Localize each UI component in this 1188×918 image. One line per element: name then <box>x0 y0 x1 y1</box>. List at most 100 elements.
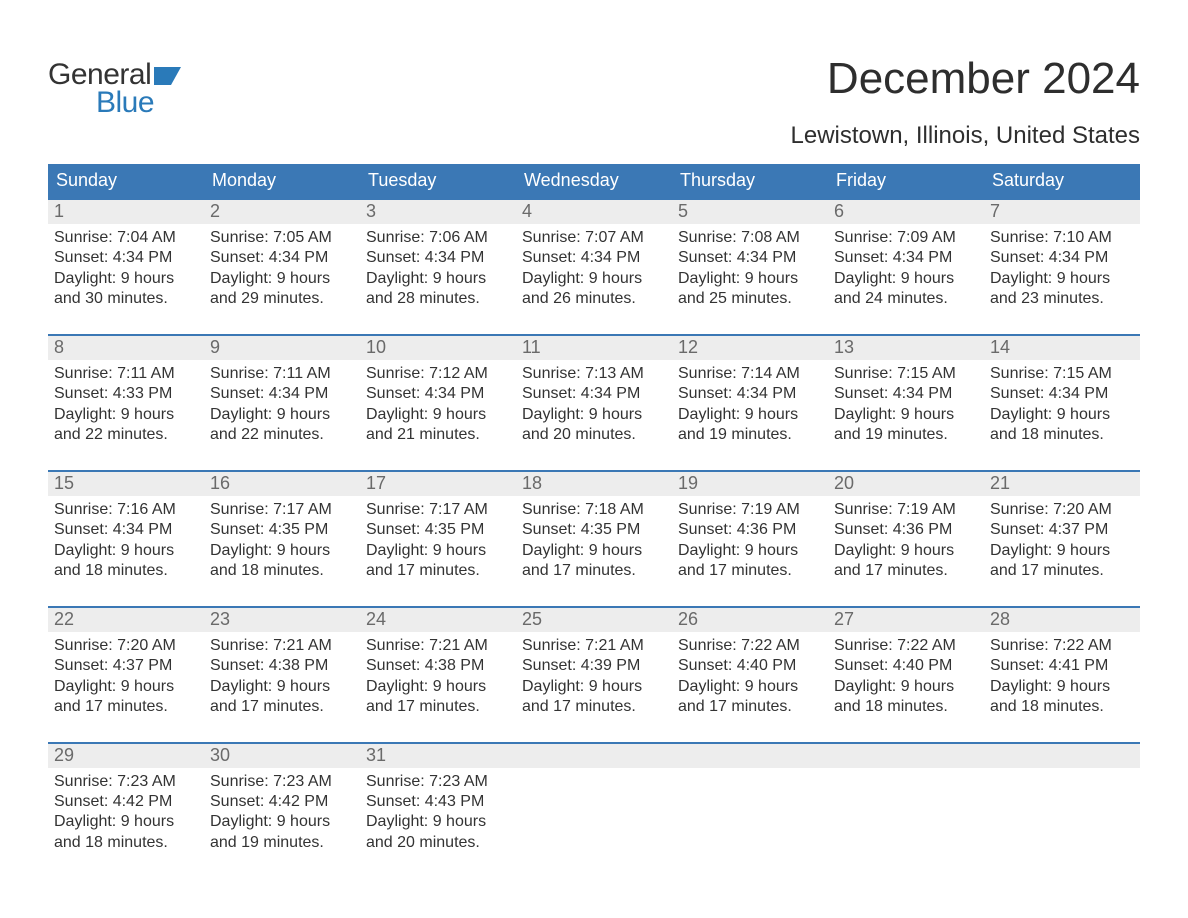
month-title: December 2024 <box>791 54 1141 104</box>
sunrise-line: Sunrise: 7:20 AM <box>54 636 198 656</box>
day-cell: Sunrise: 7:15 AMSunset: 4:34 PMDaylight:… <box>828 360 984 446</box>
day-number: 21 <box>984 472 1140 496</box>
daylight-line: Daylight: 9 hours and 17 minutes. <box>678 677 822 718</box>
sunrise-line: Sunrise: 7:14 AM <box>678 364 822 384</box>
sunrise-line: Sunrise: 7:23 AM <box>210 772 354 792</box>
weekday-header-cell: Tuesday <box>360 164 516 198</box>
day-number <box>984 744 1140 768</box>
day-number <box>828 744 984 768</box>
daylight-line: Daylight: 9 hours and 19 minutes. <box>210 812 354 853</box>
sunrise-line: Sunrise: 7:12 AM <box>366 364 510 384</box>
day-cell: Sunrise: 7:23 AMSunset: 4:42 PMDaylight:… <box>48 768 204 854</box>
weekday-header-cell: Thursday <box>672 164 828 198</box>
daylight-line: Daylight: 9 hours and 17 minutes. <box>522 677 666 718</box>
day-number: 3 <box>360 200 516 224</box>
daylight-line: Daylight: 9 hours and 21 minutes. <box>366 405 510 446</box>
day-number: 14 <box>984 336 1140 360</box>
daylight-line: Daylight: 9 hours and 30 minutes. <box>54 269 198 310</box>
week-block: 1234567Sunrise: 7:04 AMSunset: 4:34 PMDa… <box>48 198 1140 310</box>
day-number: 13 <box>828 336 984 360</box>
day-cell: Sunrise: 7:21 AMSunset: 4:39 PMDaylight:… <box>516 632 672 718</box>
day-cell: Sunrise: 7:05 AMSunset: 4:34 PMDaylight:… <box>204 224 360 310</box>
sunset-line: Sunset: 4:36 PM <box>678 520 822 540</box>
day-cell: Sunrise: 7:20 AMSunset: 4:37 PMDaylight:… <box>984 496 1140 582</box>
day-cell: Sunrise: 7:23 AMSunset: 4:42 PMDaylight:… <box>204 768 360 854</box>
daylight-line: Daylight: 9 hours and 18 minutes. <box>990 405 1134 446</box>
sunset-line: Sunset: 4:34 PM <box>834 384 978 404</box>
day-number <box>672 744 828 768</box>
sunset-line: Sunset: 4:34 PM <box>678 248 822 268</box>
sunrise-line: Sunrise: 7:09 AM <box>834 228 978 248</box>
week-content-row: Sunrise: 7:16 AMSunset: 4:34 PMDaylight:… <box>48 496 1140 582</box>
header: General Blue December 2024 Lewistown, Il… <box>48 30 1140 150</box>
sunrise-line: Sunrise: 7:22 AM <box>990 636 1134 656</box>
sunset-line: Sunset: 4:40 PM <box>678 656 822 676</box>
weekday-header-row: SundayMondayTuesdayWednesdayThursdayFrid… <box>48 164 1140 198</box>
week-block: 15161718192021Sunrise: 7:16 AMSunset: 4:… <box>48 470 1140 582</box>
day-cell <box>828 768 984 854</box>
week-block: 293031Sunrise: 7:23 AMSunset: 4:42 PMDay… <box>48 742 1140 854</box>
sunrise-line: Sunrise: 7:15 AM <box>834 364 978 384</box>
day-cell: Sunrise: 7:19 AMSunset: 4:36 PMDaylight:… <box>672 496 828 582</box>
weekday-header-cell: Wednesday <box>516 164 672 198</box>
daylight-line: Daylight: 9 hours and 26 minutes. <box>522 269 666 310</box>
week-content-row: Sunrise: 7:11 AMSunset: 4:33 PMDaylight:… <box>48 360 1140 446</box>
sunrise-line: Sunrise: 7:19 AM <box>678 500 822 520</box>
sunset-line: Sunset: 4:34 PM <box>834 248 978 268</box>
day-cell: Sunrise: 7:10 AMSunset: 4:34 PMDaylight:… <box>984 224 1140 310</box>
day-number: 26 <box>672 608 828 632</box>
sunrise-line: Sunrise: 7:05 AM <box>210 228 354 248</box>
sunset-line: Sunset: 4:34 PM <box>366 248 510 268</box>
day-cell: Sunrise: 7:11 AMSunset: 4:33 PMDaylight:… <box>48 360 204 446</box>
sunset-line: Sunset: 4:34 PM <box>990 384 1134 404</box>
sunset-line: Sunset: 4:35 PM <box>366 520 510 540</box>
calendar: SundayMondayTuesdayWednesdayThursdayFrid… <box>48 164 1140 853</box>
sunset-line: Sunset: 4:34 PM <box>366 384 510 404</box>
daylight-line: Daylight: 9 hours and 22 minutes. <box>54 405 198 446</box>
daylight-line: Daylight: 9 hours and 29 minutes. <box>210 269 354 310</box>
week-content-row: Sunrise: 7:20 AMSunset: 4:37 PMDaylight:… <box>48 632 1140 718</box>
sunrise-line: Sunrise: 7:18 AM <box>522 500 666 520</box>
sunset-line: Sunset: 4:37 PM <box>990 520 1134 540</box>
daylight-line: Daylight: 9 hours and 17 minutes. <box>678 541 822 582</box>
sunset-line: Sunset: 4:34 PM <box>522 248 666 268</box>
day-number: 20 <box>828 472 984 496</box>
day-number: 28 <box>984 608 1140 632</box>
title-block: December 2024 Lewistown, Illinois, Unite… <box>791 30 1141 150</box>
day-cell: Sunrise: 7:06 AMSunset: 4:34 PMDaylight:… <box>360 224 516 310</box>
sunset-line: Sunset: 4:35 PM <box>210 520 354 540</box>
day-cell: Sunrise: 7:17 AMSunset: 4:35 PMDaylight:… <box>360 496 516 582</box>
day-cell: Sunrise: 7:21 AMSunset: 4:38 PMDaylight:… <box>204 632 360 718</box>
day-cell: Sunrise: 7:23 AMSunset: 4:43 PMDaylight:… <box>360 768 516 854</box>
day-cell <box>672 768 828 854</box>
sunset-line: Sunset: 4:34 PM <box>678 384 822 404</box>
day-cell: Sunrise: 7:14 AMSunset: 4:34 PMDaylight:… <box>672 360 828 446</box>
sunset-line: Sunset: 4:34 PM <box>990 248 1134 268</box>
sunset-line: Sunset: 4:38 PM <box>366 656 510 676</box>
day-number: 30 <box>204 744 360 768</box>
daylight-line: Daylight: 9 hours and 17 minutes. <box>366 677 510 718</box>
day-cell: Sunrise: 7:04 AMSunset: 4:34 PMDaylight:… <box>48 224 204 310</box>
daylight-line: Daylight: 9 hours and 18 minutes. <box>834 677 978 718</box>
sunrise-line: Sunrise: 7:17 AM <box>366 500 510 520</box>
day-number: 22 <box>48 608 204 632</box>
sunset-line: Sunset: 4:33 PM <box>54 384 198 404</box>
daylight-line: Daylight: 9 hours and 17 minutes. <box>834 541 978 582</box>
week-block: 22232425262728Sunrise: 7:20 AMSunset: 4:… <box>48 606 1140 718</box>
day-number: 27 <box>828 608 984 632</box>
weekday-header-cell: Monday <box>204 164 360 198</box>
sunrise-line: Sunrise: 7:16 AM <box>54 500 198 520</box>
daylight-line: Daylight: 9 hours and 18 minutes. <box>210 541 354 582</box>
day-cell: Sunrise: 7:12 AMSunset: 4:34 PMDaylight:… <box>360 360 516 446</box>
sunrise-line: Sunrise: 7:19 AM <box>834 500 978 520</box>
day-cell: Sunrise: 7:16 AMSunset: 4:34 PMDaylight:… <box>48 496 204 582</box>
day-number: 19 <box>672 472 828 496</box>
daylight-line: Daylight: 9 hours and 18 minutes. <box>54 812 198 853</box>
sunrise-line: Sunrise: 7:11 AM <box>210 364 354 384</box>
daylight-line: Daylight: 9 hours and 17 minutes. <box>522 541 666 582</box>
day-number: 6 <box>828 200 984 224</box>
daylight-line: Daylight: 9 hours and 17 minutes. <box>990 541 1134 582</box>
day-cell <box>516 768 672 854</box>
day-number: 23 <box>204 608 360 632</box>
sunrise-line: Sunrise: 7:15 AM <box>990 364 1134 384</box>
